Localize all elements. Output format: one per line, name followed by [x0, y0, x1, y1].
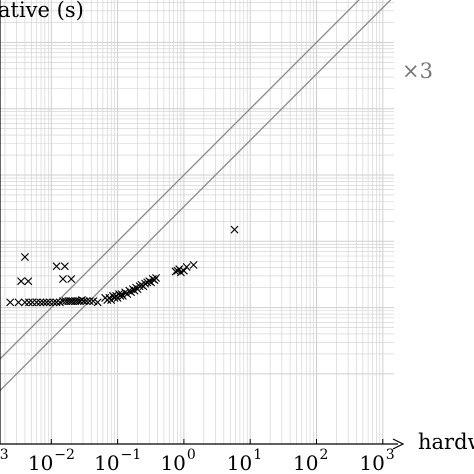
data-point — [58, 275, 67, 283]
x-tick-base: 10 — [94, 451, 119, 474]
data-point — [52, 262, 61, 271]
x-tick-exponent: −3 — [0, 447, 9, 463]
x-tick-exponent: 3 — [386, 447, 395, 463]
x-tick-base: 10 — [293, 451, 318, 474]
data-point — [14, 298, 23, 307]
data-point — [82, 297, 91, 306]
x-axis-arrow-icon — [392, 438, 405, 450]
x-tick-label: 10 3 — [359, 447, 394, 474]
data-point — [143, 278, 152, 287]
x-tick-base: 10 — [359, 451, 384, 474]
x-tick-label: 10 −1 — [94, 447, 141, 474]
data-point — [49, 298, 58, 307]
data-point — [28, 298, 37, 307]
x-tick-label: 10 0 — [160, 447, 195, 474]
data-point — [189, 260, 198, 269]
data-point — [17, 277, 26, 286]
x-tick-label: 10 2 — [293, 447, 328, 474]
axes — [0, 0, 405, 450]
x-tick-base: 10 — [160, 451, 185, 474]
x-tick-label: 10 1 — [227, 447, 262, 474]
data-point — [39, 298, 48, 307]
data-point — [67, 275, 76, 283]
data-point — [32, 298, 41, 307]
data-point — [42, 298, 51, 307]
reference-line-x3 — [0, 0, 392, 392]
data-point — [20, 252, 29, 261]
x-tick-base: 10 — [227, 451, 252, 474]
data-point — [60, 262, 69, 271]
data-point — [179, 266, 188, 275]
x-tick-exponent: 2 — [320, 447, 329, 463]
x-tick-label: 10−3 — [0, 447, 9, 463]
data-point — [45, 298, 54, 307]
x-tick-label: 10 −2 — [28, 447, 75, 474]
data-point — [6, 298, 15, 307]
data-point — [75, 297, 84, 306]
x-tick-exponent: 0 — [187, 447, 196, 463]
data-point — [24, 277, 33, 286]
data-point — [24, 298, 33, 307]
y-axis-label: ative (s) — [0, 0, 84, 22]
data-points — [0, 225, 239, 307]
data-point — [182, 262, 191, 271]
data-point — [152, 273, 161, 282]
data-point — [85, 297, 94, 306]
reference-line-label: ×3 — [402, 59, 433, 83]
data-point — [52, 298, 61, 307]
data-point — [141, 279, 150, 288]
x-tick-exponent: −2 — [54, 447, 75, 463]
x-tick-exponent: 1 — [253, 447, 262, 463]
x-axis-label: hardw — [418, 430, 474, 454]
data-point — [77, 296, 86, 305]
data-point — [230, 225, 239, 234]
x-tick-base: 10 — [28, 451, 53, 474]
reference-line-equal — [0, 0, 360, 360]
data-point — [36, 298, 45, 307]
data-point — [93, 298, 102, 307]
data-point — [118, 291, 127, 300]
x-tick-exponent: −1 — [121, 447, 142, 463]
grid — [0, 0, 394, 444]
reference-lines — [0, 0, 392, 392]
data-point — [79, 297, 88, 306]
